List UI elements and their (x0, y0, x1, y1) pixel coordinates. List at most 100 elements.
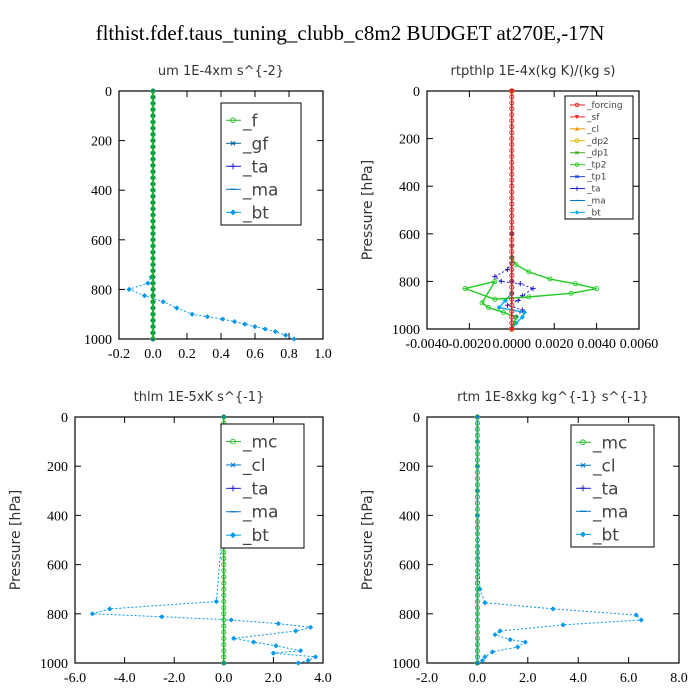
x-tick-label: 0.6 (246, 347, 264, 362)
y-tick-label: 800 (399, 275, 420, 290)
data-point (509, 296, 515, 302)
series-line (462, 91, 597, 330)
legend-marker (230, 462, 236, 468)
data-point (509, 314, 515, 320)
legend-marker (580, 485, 586, 492)
data-point (221, 648, 227, 654)
legend-label: _f (242, 111, 259, 131)
data-point (150, 274, 156, 280)
legend-marker (574, 162, 580, 167)
data-point (519, 314, 525, 320)
legend-label: _bt (242, 526, 269, 546)
data-point (474, 506, 480, 512)
data-point (293, 628, 299, 634)
legend-label: _ma (586, 196, 606, 206)
data-point (509, 320, 515, 326)
legend-marker (580, 462, 586, 468)
data-point (150, 88, 156, 94)
y-tick-label: 400 (47, 509, 68, 524)
data-point (509, 88, 515, 94)
data-point (572, 281, 578, 287)
legend-marker (230, 532, 236, 539)
data-point (291, 336, 297, 342)
legend-marker (580, 439, 586, 446)
x-tick-label: 0.8 (280, 347, 298, 362)
data-point (509, 112, 515, 118)
data-point (150, 243, 156, 249)
data-point (509, 326, 515, 332)
data-point (150, 218, 156, 224)
legend-label: _forcing (586, 101, 623, 111)
data-point (150, 336, 156, 342)
data-point (474, 629, 480, 635)
data-point (150, 162, 156, 168)
data-point (150, 113, 156, 119)
chart-panel-2: rtpthlp 1E-4x(kg K)/(kg s) Pressure [hPa]… (360, 64, 658, 352)
data-point (509, 100, 515, 106)
data-point (159, 614, 165, 620)
legend-label: _bt (586, 208, 601, 218)
data-point (594, 286, 600, 292)
data-point (474, 635, 480, 641)
data-point (150, 119, 156, 125)
data-point (474, 494, 480, 500)
data-point (126, 286, 132, 292)
data-point (221, 562, 227, 568)
data-point (221, 574, 227, 580)
data-point (474, 549, 480, 555)
x-tick-label: 0.0 (469, 671, 487, 686)
data-point (150, 94, 156, 100)
data-point (312, 654, 319, 660)
data-point (150, 156, 156, 162)
data-point (521, 309, 528, 315)
data-point (474, 642, 480, 648)
data-point (509, 261, 515, 267)
data-point (221, 580, 227, 586)
data-point (298, 648, 304, 654)
x-tick-label: 0.0060 (620, 337, 659, 352)
legend-label: _ma (242, 180, 278, 200)
data-point (150, 324, 156, 330)
data-point (275, 621, 281, 627)
data-point (474, 574, 480, 580)
x-tick-label: 2.0 (519, 671, 537, 686)
y-tick-label: 200 (399, 460, 420, 475)
data-point (517, 281, 523, 287)
data-point (474, 432, 480, 438)
data-point (221, 654, 227, 660)
x-tick-label: 0.0040 (577, 337, 616, 352)
legend-label: _ta (586, 185, 601, 195)
data-point (492, 274, 498, 280)
legend-label: _ta (592, 479, 619, 499)
data-point (150, 212, 156, 218)
data-point (150, 249, 156, 255)
legend-marker (574, 126, 580, 131)
data-point (150, 286, 156, 292)
figure-title: flthist.fdef.taus_tuning_clubb_c8m2 BUDG… (96, 21, 605, 45)
data-point (509, 153, 515, 159)
data-point (150, 268, 156, 274)
data-point (509, 177, 515, 183)
legend-marker (230, 485, 236, 492)
data-point (474, 562, 480, 568)
y-tick-label: 1000 (392, 323, 420, 338)
data-point (273, 643, 279, 649)
data-point (497, 628, 503, 634)
data-point (150, 125, 156, 131)
data-point (242, 321, 248, 327)
panel-title: rtm 1E-8xkg kg^{-1} s^{-1} (457, 390, 649, 405)
data-point (150, 237, 156, 243)
panel-title: um 1E-4xm s^{-2} (158, 64, 284, 79)
y-tick-label: 200 (399, 133, 420, 148)
data-point (221, 592, 227, 598)
legend-label: _ta (242, 157, 269, 177)
data-point (474, 531, 480, 537)
legend: _f _gf _ta _ma _bt (220, 102, 302, 226)
x-tick-label: -6.0 (64, 671, 86, 686)
data-point (150, 299, 156, 305)
data-point (547, 276, 553, 282)
legend-label: _dp2 (586, 137, 609, 147)
data-point (308, 624, 314, 630)
data-point (474, 457, 480, 463)
